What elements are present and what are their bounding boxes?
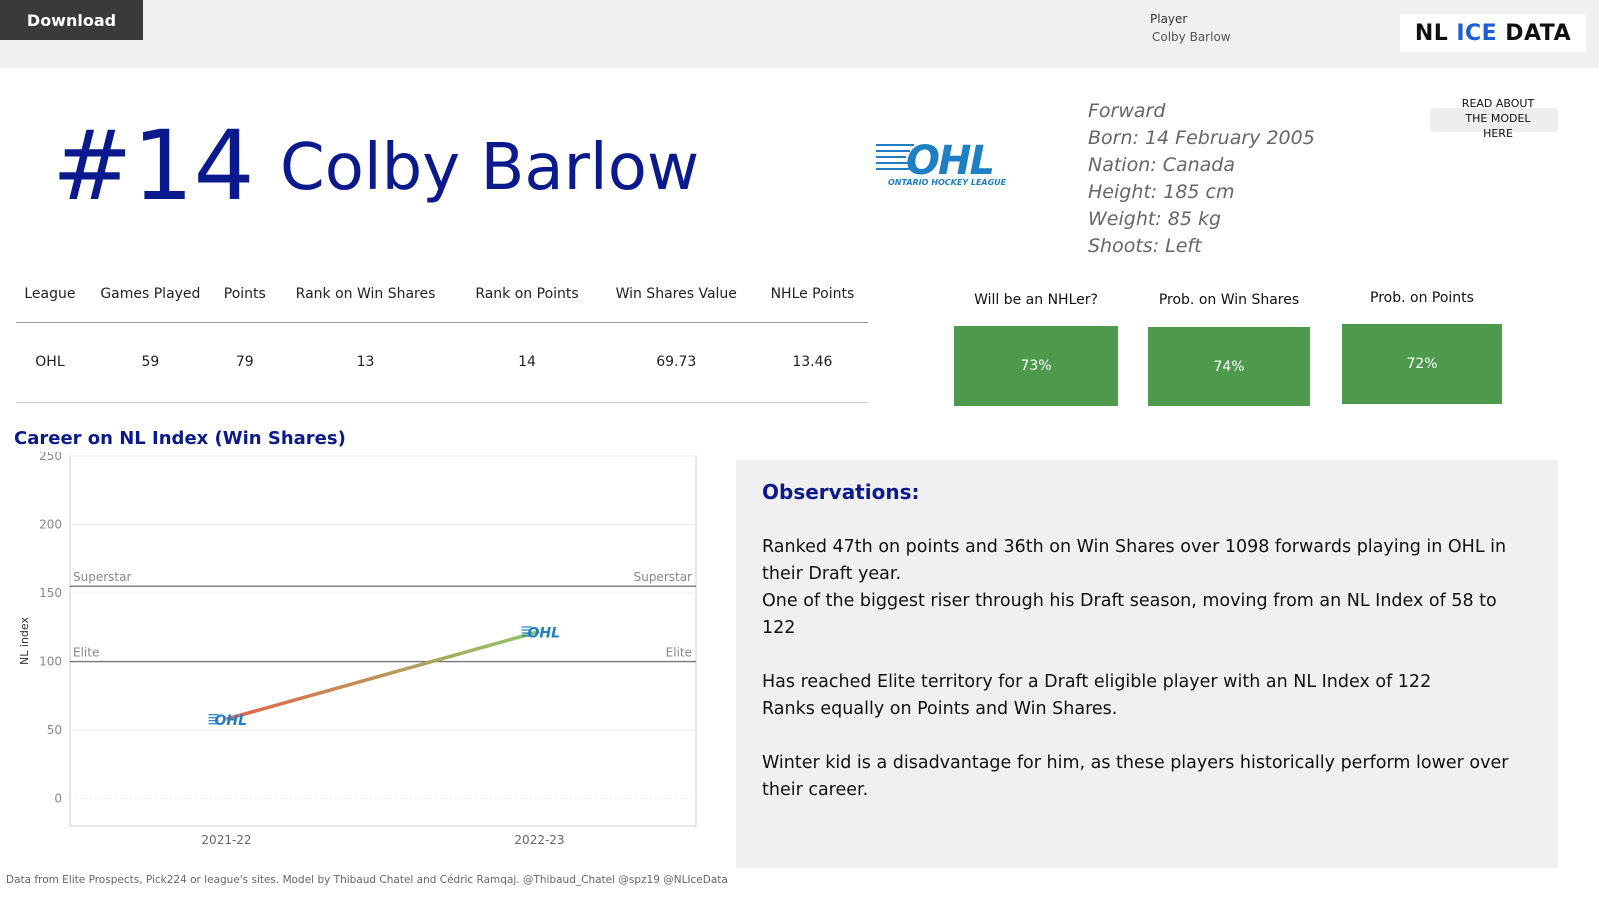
observations-panel: Observations: Ranked 47th on points and … (736, 460, 1558, 868)
table-row: OHL 59 79 13 14 69.73 13.46 (16, 322, 868, 403)
svg-text:OHL: OHL (528, 625, 561, 641)
career-title: Career on NL Index (Win Shares) (14, 428, 346, 449)
player-name: Colby Barlow (280, 131, 700, 205)
download-button[interactable]: Download (0, 0, 143, 40)
brand-part-2: ICE (1456, 20, 1498, 46)
prob-win-shares-label: Prob. on Win Shares (1158, 292, 1300, 308)
cell-league: OHL (16, 322, 84, 403)
model-link[interactable]: READ ABOUT THE MODEL HERE (1420, 72, 1594, 162)
brand-logo: NL ICE DATA (1400, 14, 1586, 52)
reference-label-right: Superstar (634, 570, 692, 584)
series-line (226, 629, 540, 721)
col-rank-points: Rank on Points (458, 266, 596, 323)
model-link-text[interactable]: READ ABOUT THE MODEL HERE (1461, 97, 1535, 140)
cell-rank-points: 14 (458, 322, 596, 403)
player-bio: Forward Born: 14 February 2005 Nation: C… (1088, 98, 1315, 260)
prob-win-shares-value: 74% (1148, 327, 1310, 406)
player-number: #14 (52, 110, 255, 222)
ohl-logo: OHL ONTARIO HOCKEY LEAGUE (876, 138, 1007, 187)
y-tick-label: 200 (39, 518, 62, 532)
reference-label-left: Superstar (73, 570, 131, 584)
col-points: Points (216, 266, 273, 323)
prob-win-shares: Prob. on Win Shares 74% (1148, 292, 1310, 406)
player-filter-label: Player (1150, 12, 1188, 26)
player-filter[interactable]: Player Colby Barlow (1150, 12, 1231, 44)
observations-text: Ranked 47th on points and 36th on Win Sh… (762, 537, 1509, 800)
data-point-marker: OHL (521, 625, 561, 641)
brand-part-1: NL (1414, 20, 1449, 46)
x-tick-label: 2021-22 (201, 833, 251, 847)
col-nhle-points: NHLe Points (756, 266, 868, 323)
reference-label-right: Elite (666, 646, 692, 660)
career-chart: 0 50 100 150 200 250 NL index Superstar Supersta… (18, 452, 697, 847)
prob-points-label: Prob. on Points (1370, 290, 1474, 306)
model-link-button[interactable] (1430, 108, 1558, 132)
col-win-shares-value: Win Shares Value (595, 266, 757, 323)
col-games-played: Games Played (83, 266, 217, 323)
col-league: League (16, 266, 84, 323)
top-bar (0, 0, 1599, 68)
y-tick-label: 250 (39, 452, 62, 463)
cell-rank-win-shares: 13 (272, 322, 459, 403)
ohl-logo-text: ONTARIO HOCKEY LEAGUE (888, 178, 1007, 187)
player-filter-value[interactable]: Colby Barlow (1152, 30, 1231, 44)
bio-weight: Weight: 85 kg (1088, 208, 1222, 230)
bio-height: Height: 185 cm (1088, 181, 1235, 203)
plot-area (69, 455, 697, 827)
bio-shoots: Shoots: Left (1088, 235, 1202, 257)
stats-table: League Games Played Points Rank on Win S… (16, 266, 868, 403)
bio-position: Forward (1088, 100, 1166, 122)
observations-title: Observations: (762, 480, 920, 504)
x-tick-label: 2022-23 (514, 833, 564, 847)
prob-nhler: Will be an NHLer? 73% (954, 292, 1118, 406)
svg-text:OHL: OHL (906, 138, 993, 184)
reference-label-left: Elite (73, 646, 99, 660)
footer-credits: Data from Elite Prospects, Pick224 or le… (6, 874, 728, 886)
prob-nhler-value: 73% (954, 326, 1118, 406)
y-axis-label: NL index (18, 617, 31, 665)
prob-nhler-label: Will be an NHLer? (974, 292, 1098, 308)
bio-nation: Nation: Canada (1088, 154, 1235, 176)
cell-games-played: 59 (83, 322, 217, 403)
prob-points: Prob. on Points 72% (1342, 290, 1502, 404)
y-tick-label: 50 (47, 723, 62, 737)
bio-born: Born: 14 February 2005 (1088, 127, 1315, 149)
y-tick-label: 100 (39, 655, 62, 669)
brand-part-3: DATA (1505, 20, 1572, 46)
cell-win-shares-value: 69.73 (595, 322, 757, 403)
col-rank-win-shares: Rank on Win Shares (272, 266, 459, 323)
y-tick-label: 150 (39, 586, 62, 600)
svg-text:OHL: OHL (215, 713, 248, 729)
y-tick-label: 0 (54, 792, 62, 806)
data-point-marker: OHL (208, 713, 248, 729)
cell-nhle-points: 13.46 (756, 322, 868, 403)
prob-points-value: 72% (1342, 324, 1502, 404)
cell-points: 79 (216, 322, 273, 403)
